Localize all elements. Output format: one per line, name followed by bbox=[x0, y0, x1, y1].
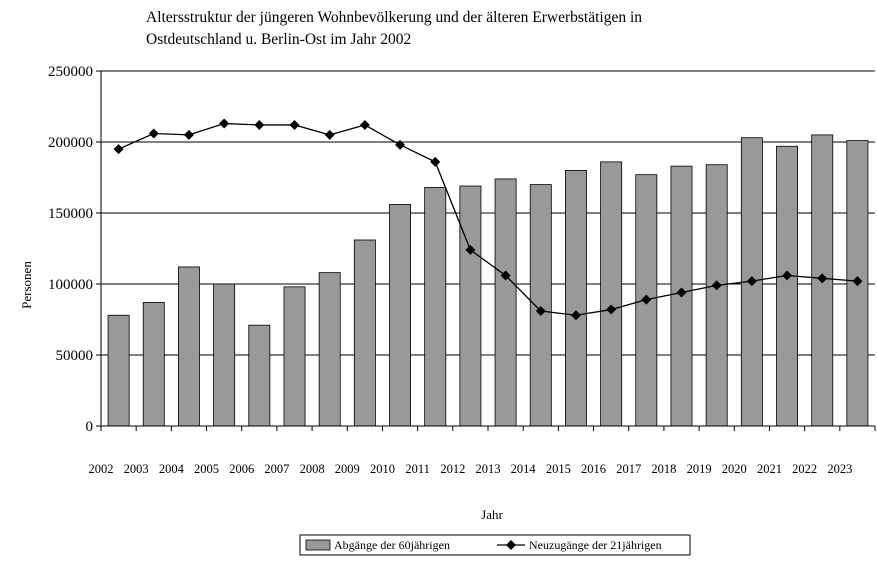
bar bbox=[600, 161, 623, 427]
y-tick-labels: 0 50000 100000 150000 200000 250000 bbox=[48, 64, 93, 435]
legend-box bbox=[299, 534, 691, 556]
legend-bar-label: Abgänge der 60jährigen bbox=[334, 538, 450, 552]
x-tick-label: 2021 bbox=[757, 462, 782, 476]
legend-bar-swatch bbox=[305, 539, 331, 551]
bar bbox=[776, 145, 798, 427]
bar bbox=[389, 204, 411, 427]
line-marker bbox=[465, 244, 476, 255]
line-marker bbox=[113, 144, 124, 155]
y-tick-label: 50000 bbox=[56, 348, 94, 364]
line-marker bbox=[148, 128, 159, 139]
line-marker bbox=[183, 129, 194, 140]
bar bbox=[494, 178, 517, 427]
x-tick-label: 2005 bbox=[194, 462, 219, 476]
line-marker bbox=[535, 305, 546, 316]
x-tick-label: 2023 bbox=[827, 462, 852, 476]
line-marker bbox=[641, 294, 652, 305]
line-series bbox=[113, 118, 863, 321]
legend-line-label: Neuzugänge der 21jährigen bbox=[529, 538, 662, 552]
y-tick-label: 100000 bbox=[48, 277, 93, 293]
x-tick-label: 2006 bbox=[229, 462, 254, 476]
axes bbox=[96, 70, 876, 431]
x-tick-label: 2017 bbox=[616, 462, 641, 476]
line-marker bbox=[254, 119, 265, 130]
bar bbox=[142, 302, 165, 427]
bar bbox=[107, 314, 130, 427]
x-tick-label: 2009 bbox=[335, 462, 360, 476]
bar bbox=[248, 324, 271, 427]
y-tick-label: 250000 bbox=[48, 64, 93, 80]
x-tick-label: 2018 bbox=[651, 462, 676, 476]
y-axis-label: Personen bbox=[19, 261, 34, 309]
chart-title-line-2: Ostdeutschland u. Berlin-Ost im Jahr 200… bbox=[146, 31, 411, 48]
bar bbox=[459, 185, 482, 427]
legend-line-marker bbox=[506, 540, 516, 550]
x-tick-label: 2013 bbox=[476, 462, 501, 476]
x-tick-label: 2016 bbox=[581, 462, 606, 476]
x-tick-label: 2012 bbox=[440, 462, 465, 476]
bar-series bbox=[107, 134, 869, 427]
line-marker bbox=[782, 270, 793, 281]
legend: Abgänge der 60jährigen Neuzugänge der 21… bbox=[299, 534, 691, 556]
x-tick-label: 2014 bbox=[511, 462, 537, 476]
bar bbox=[318, 272, 341, 427]
x-tick-label: 2007 bbox=[264, 462, 289, 476]
x-tick-label: 2003 bbox=[124, 462, 149, 476]
line-marker bbox=[324, 129, 335, 140]
bar bbox=[424, 187, 447, 427]
x-tick-label: 2011 bbox=[405, 462, 430, 476]
bar bbox=[529, 184, 552, 427]
x-tick-label: 2015 bbox=[546, 462, 571, 476]
x-tick-label: 2019 bbox=[687, 462, 712, 476]
line-marker bbox=[430, 156, 441, 167]
line-marker bbox=[289, 119, 300, 130]
line-marker bbox=[500, 270, 511, 281]
y-tick-label: 0 bbox=[86, 419, 94, 435]
x-tick-labels: 2002 2003 2004 2005 2006 2007 2008 2009 2010 2011… bbox=[89, 462, 853, 476]
line-marker bbox=[746, 276, 757, 287]
line-marker bbox=[359, 119, 370, 130]
x-tick-label: 2004 bbox=[159, 462, 185, 476]
series-line bbox=[118, 122, 858, 316]
bar bbox=[705, 164, 728, 427]
line-marker bbox=[852, 276, 863, 287]
x-tick-label: 2008 bbox=[300, 462, 325, 476]
bar bbox=[213, 283, 236, 427]
line-marker bbox=[711, 280, 722, 291]
y-tick-label: 200000 bbox=[48, 135, 93, 151]
bar bbox=[353, 239, 376, 427]
line-marker bbox=[676, 287, 687, 298]
line-marker bbox=[395, 139, 406, 150]
x-tick-label: 2020 bbox=[722, 462, 747, 476]
bar bbox=[565, 169, 587, 427]
x-axis-label: Jahr bbox=[481, 507, 503, 522]
bar bbox=[177, 266, 200, 427]
x-tick-label: 2022 bbox=[792, 462, 817, 476]
line-marker bbox=[606, 304, 617, 315]
line-marker bbox=[817, 273, 828, 284]
x-tick-label: 2010 bbox=[370, 462, 395, 476]
line-marker bbox=[570, 310, 581, 321]
y-tick-label: 150000 bbox=[48, 206, 93, 222]
line-marker bbox=[219, 118, 230, 129]
bar bbox=[283, 286, 306, 427]
chart-title-line-1: Altersstruktur der jüngeren Wohnbevölker… bbox=[146, 9, 642, 26]
x-tick-label: 2002 bbox=[89, 462, 114, 476]
